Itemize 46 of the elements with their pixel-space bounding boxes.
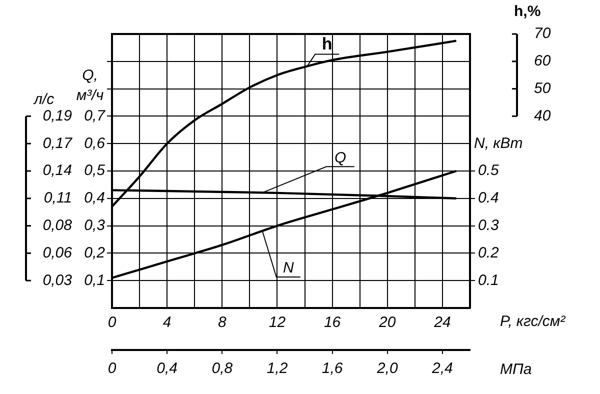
text: 0,17 [42,134,73,152]
y2-tick-label: 0.4 [478,190,499,207]
y3-tick-label: 40 [534,107,552,124]
x-tick-label: 0 [108,314,117,332]
x-tick-label: 4 [162,314,172,332]
y3-tick-label: 50 [534,80,552,97]
x-tick-label: 8 [218,314,227,332]
y3-tick-label: 60 [534,52,552,70]
x2-tick-label: 0,8 [212,360,234,378]
y-tick-label: 0,1 [84,272,105,289]
series-label: h [322,34,332,54]
y-tick-label: 0,5 [84,162,106,180]
x2-axis-title: МПа [500,361,532,378]
y-tick-label: 0,2 [84,244,106,262]
y2-tick-label: 0.2 [478,244,500,262]
x-tick-label: 12 [268,314,286,332]
x-tick-label: 24 [433,314,451,332]
y2-tick-label: 0.1 [478,272,499,289]
x-tick-label: 20 [378,314,396,332]
y-axis-title: Q, м³/ч [76,67,104,104]
x2-tick-label: 2,4 [431,360,453,378]
y2-tick-label: 0.5 [478,162,500,180]
x2-tick-label: 2,0 [376,360,398,378]
x-axis-title: P, кгс/см² [500,313,566,330]
text: 0,08 [42,216,73,234]
series-label: Q [334,149,347,166]
text: 0,19 [42,107,73,124]
y2-tick-label: 0.3 [478,216,500,234]
y3-tick-label: 70 [534,25,552,42]
text: 0,03 [42,272,73,289]
text: 0,11 [44,190,72,207]
x2-tick-label: 0 [108,360,117,378]
y-tick-label: 0,4 [84,190,105,207]
text: 0,14 [42,162,72,180]
text: л/с [32,91,55,108]
x2-tick-label: 1,2 [266,360,288,378]
x-tick-label: 16 [324,314,342,332]
y-tick-label: 0,6 [84,134,106,152]
text: 0,06 [42,244,73,262]
y-tick-label: 0,7 [84,107,106,124]
x2-tick-label: 1,6 [322,360,344,378]
y2-axis-title: N, кВт [474,135,523,152]
text: N [282,260,294,277]
y-tick-label: 0,3 [84,216,106,234]
x2-tick-label: 0,4 [156,360,178,378]
y3-axis-title: h,% [514,3,541,20]
